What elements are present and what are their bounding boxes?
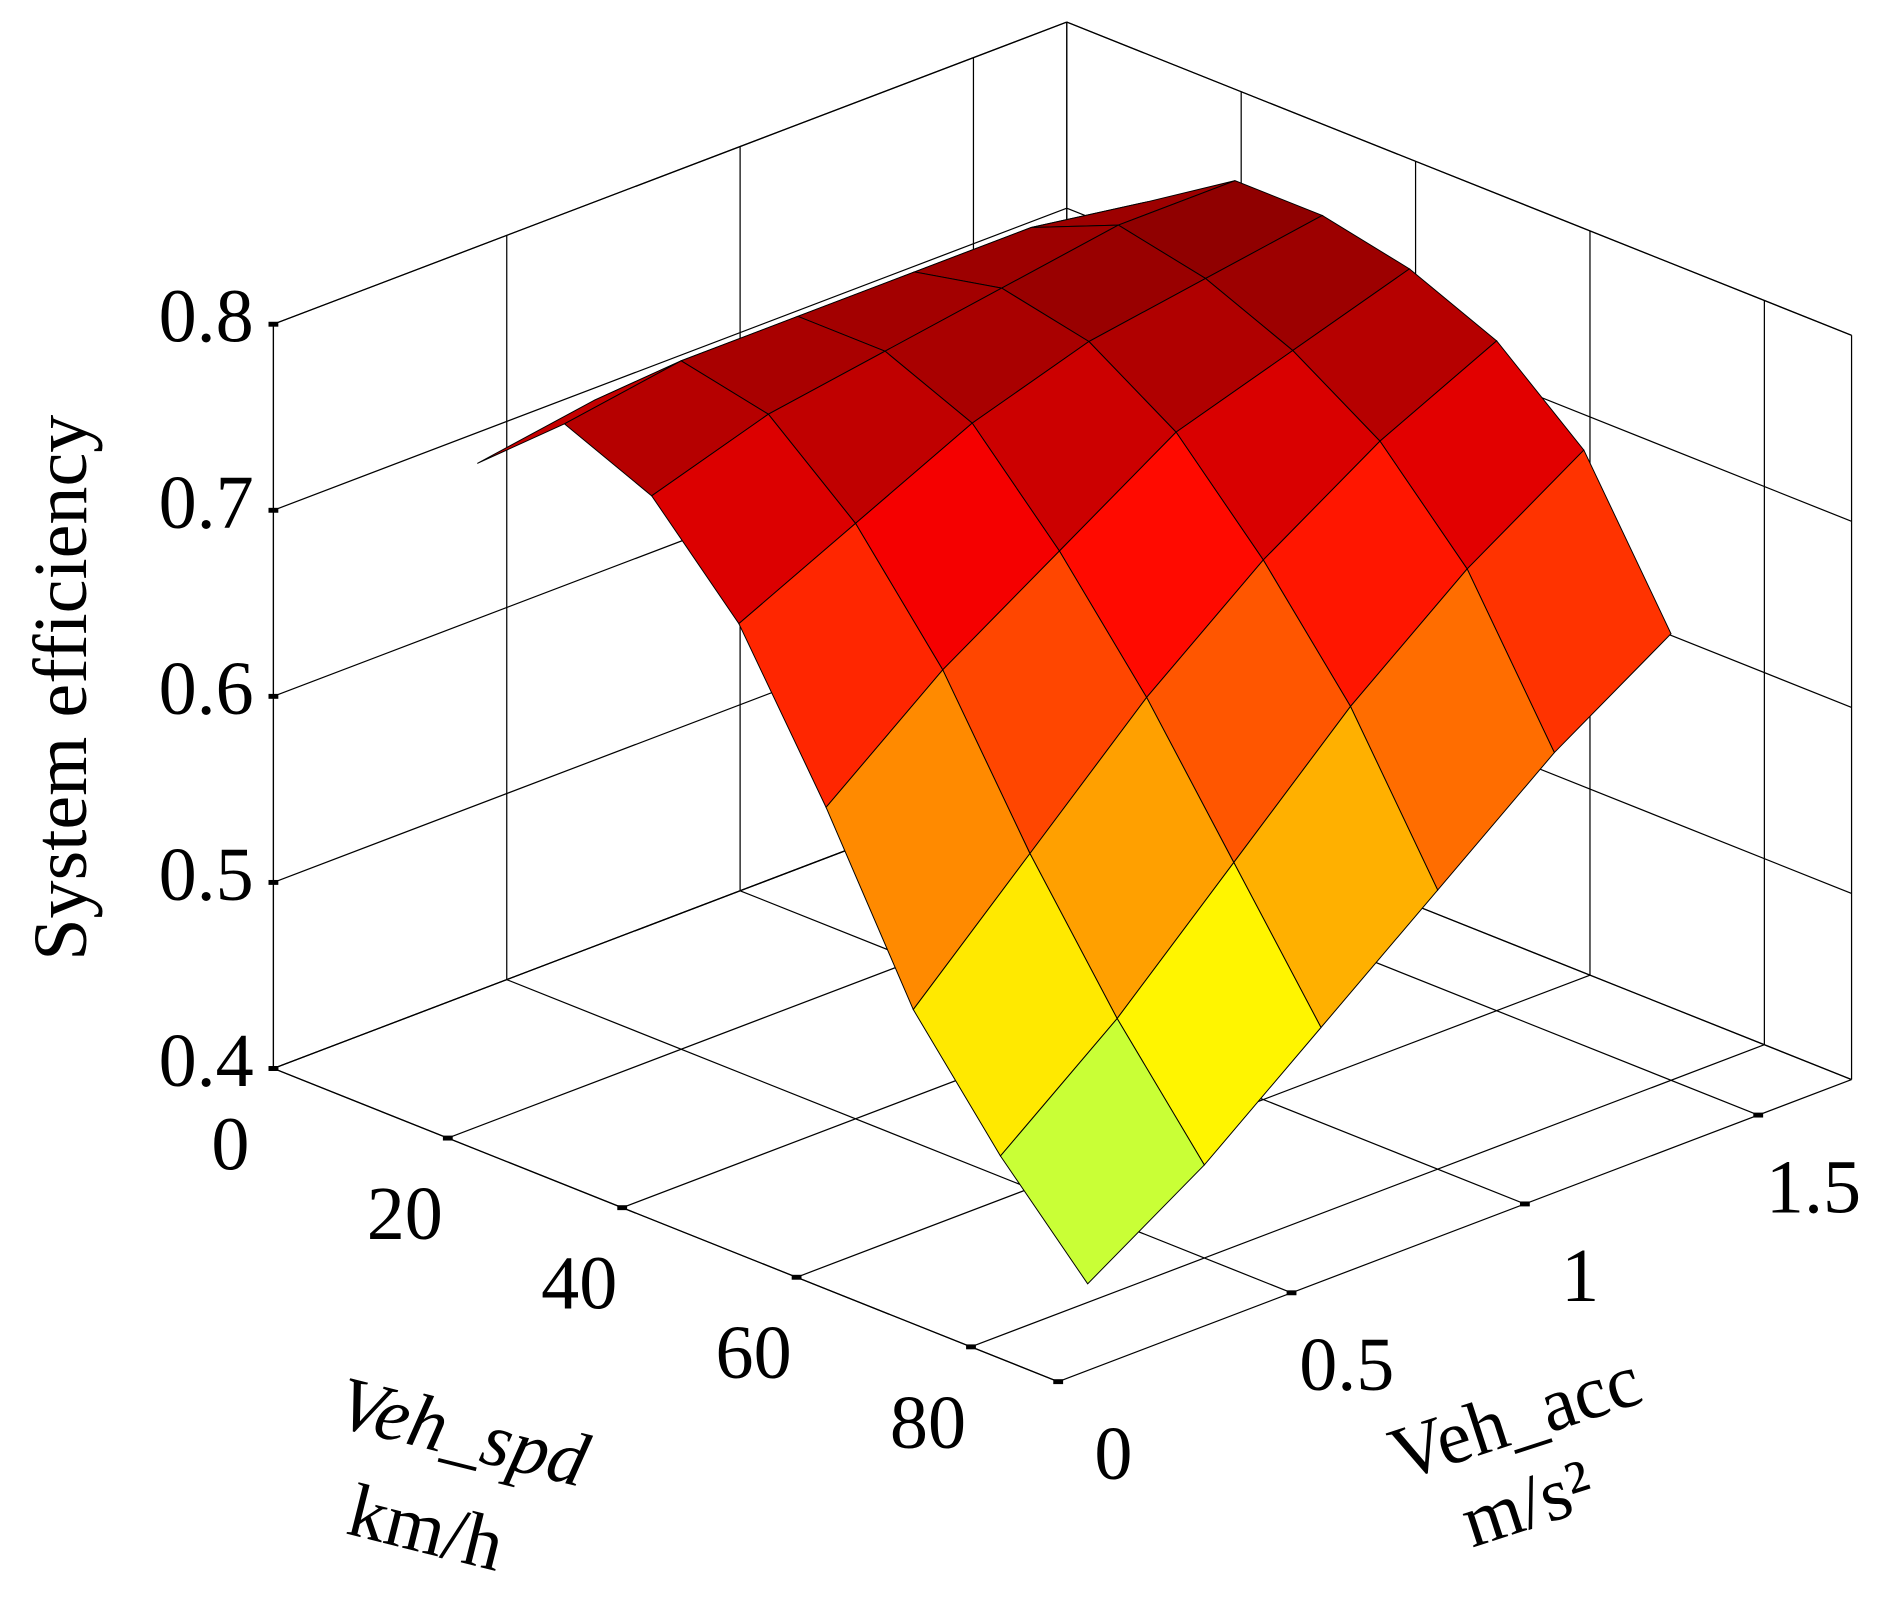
x-axis-unit: km/h <box>340 1468 512 1587</box>
grid-line <box>273 1067 1059 1383</box>
z-tick-label: 0.8 <box>159 275 254 359</box>
x-tick-label: 0 <box>211 1102 249 1186</box>
y-tick-label: 0 <box>1094 1412 1132 1496</box>
z-axis-label: System efficiency <box>19 415 103 961</box>
y-tick-label: 1.5 <box>1766 1145 1861 1229</box>
grid-line <box>1066 21 1852 336</box>
z-tick-label: 0.5 <box>159 833 254 917</box>
x-tick-label: 60 <box>716 1311 792 1395</box>
surface <box>477 180 1672 1285</box>
tick-mark <box>1286 1290 1297 1296</box>
tick-mark <box>1519 1201 1530 1207</box>
y-tick-label: 1 <box>1561 1234 1599 1318</box>
x-tick-label: 80 <box>890 1381 966 1465</box>
z-tick-label: 0.7 <box>159 461 254 545</box>
tick-mark <box>1053 1379 1064 1385</box>
surface-patch <box>999 1017 1205 1285</box>
x-tick-label: 40 <box>541 1242 617 1326</box>
z-tick-label: 0.6 <box>159 647 254 731</box>
grid-line <box>273 21 1068 325</box>
tick-mark <box>1753 1112 1764 1118</box>
y-tick-label: 0.5 <box>1299 1323 1394 1407</box>
axis-edge <box>1057 1078 1852 1383</box>
grid-line <box>970 1044 1765 1348</box>
z-tick-label: 0.4 <box>159 1019 254 1103</box>
grid-line <box>506 979 1292 1294</box>
grid-line <box>273 207 1068 511</box>
x-tick-label: 20 <box>367 1172 443 1256</box>
